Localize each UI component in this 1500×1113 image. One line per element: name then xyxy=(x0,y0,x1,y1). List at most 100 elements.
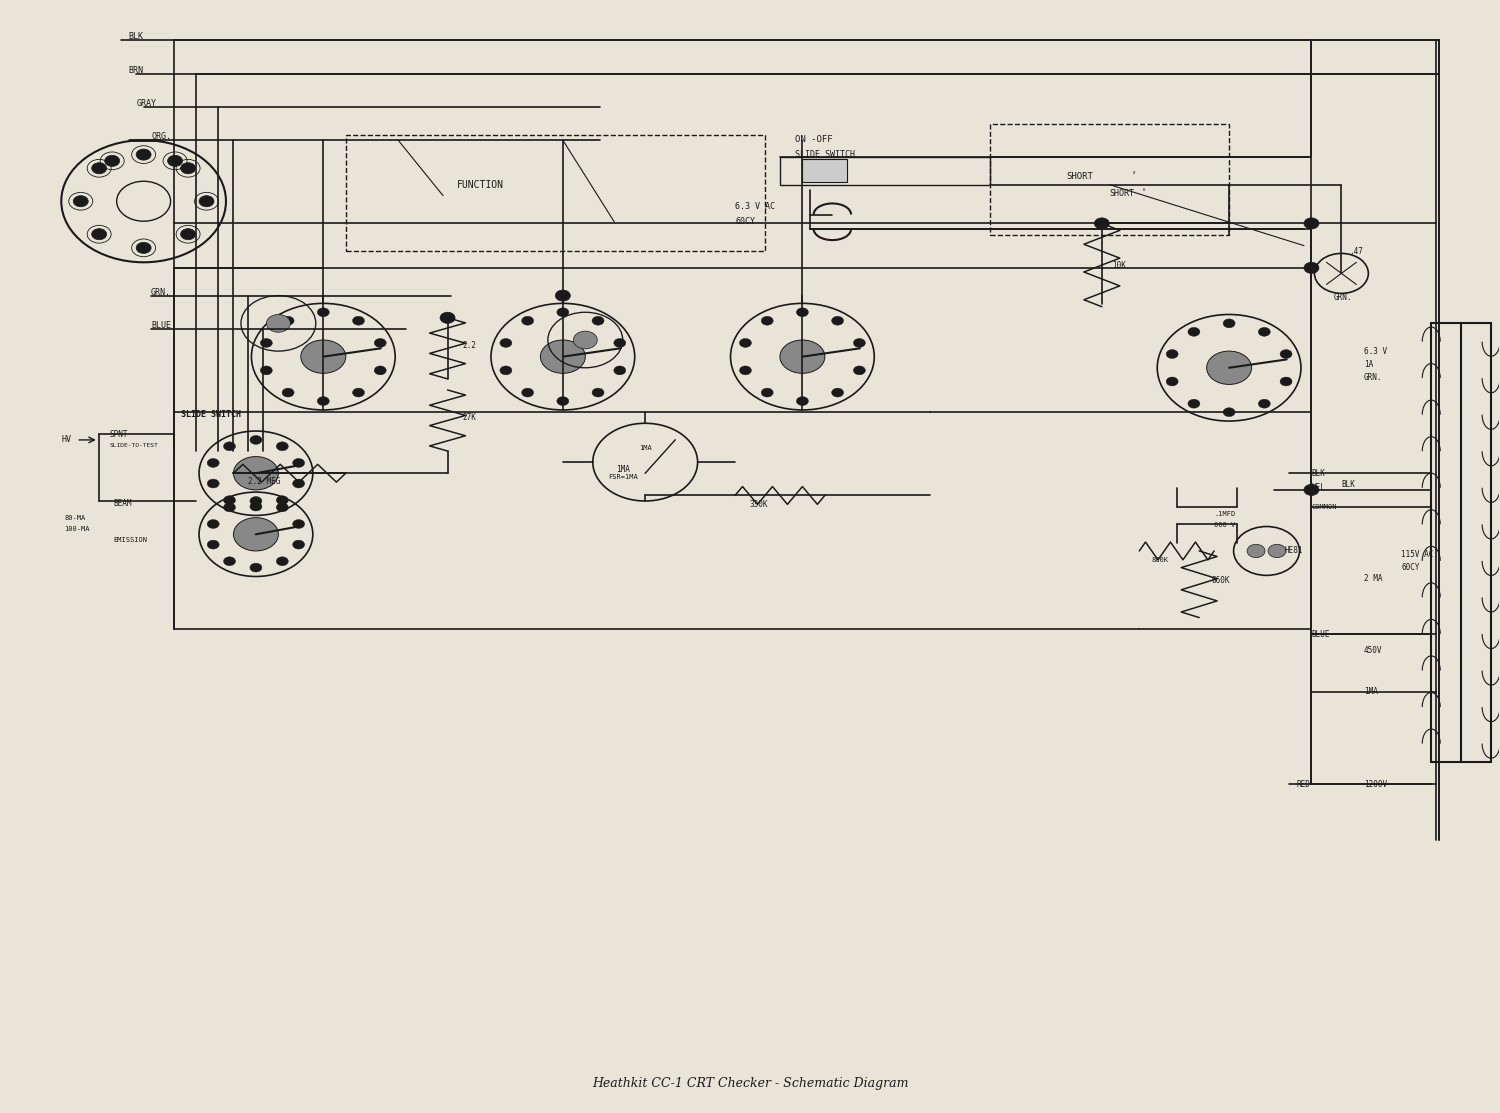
Circle shape xyxy=(614,366,626,375)
Text: 100-MA: 100-MA xyxy=(64,525,90,532)
Circle shape xyxy=(556,308,568,317)
Text: 2.2 MEG: 2.2 MEG xyxy=(249,476,280,485)
Circle shape xyxy=(1268,544,1286,558)
Text: 1A: 1A xyxy=(1364,359,1372,368)
Circle shape xyxy=(207,540,219,549)
Text: SHORT: SHORT xyxy=(1110,189,1134,198)
Text: SHORT: SHORT xyxy=(1066,173,1094,181)
Circle shape xyxy=(573,332,597,348)
Bar xyxy=(990,124,1228,235)
Circle shape xyxy=(375,366,386,375)
Text: 80-MA: 80-MA xyxy=(64,514,86,521)
Text: 6.3 V AC: 6.3 V AC xyxy=(735,203,776,211)
Circle shape xyxy=(276,556,288,565)
Text: BLUE: BLUE xyxy=(1311,630,1330,639)
Text: 60CY: 60CY xyxy=(735,217,754,226)
Circle shape xyxy=(831,388,843,397)
Circle shape xyxy=(261,366,273,375)
Text: .1MFD: .1MFD xyxy=(1214,511,1236,518)
Circle shape xyxy=(522,316,534,325)
Circle shape xyxy=(796,396,808,405)
Text: BLK: BLK xyxy=(1311,469,1326,477)
Circle shape xyxy=(105,156,120,167)
Circle shape xyxy=(224,556,236,565)
Circle shape xyxy=(234,456,279,490)
Circle shape xyxy=(1222,319,1234,328)
Circle shape xyxy=(440,313,454,324)
Text: 115V AC: 115V AC xyxy=(1401,550,1434,559)
Circle shape xyxy=(1222,407,1234,416)
Circle shape xyxy=(1280,349,1292,358)
Text: SLIDE SWITCH: SLIDE SWITCH xyxy=(795,150,855,159)
Circle shape xyxy=(180,228,195,239)
Text: GRN.: GRN. xyxy=(152,288,171,297)
Text: FUNCTION: FUNCTION xyxy=(458,179,504,189)
Text: YEL: YEL xyxy=(1311,483,1326,492)
Text: BLK: BLK xyxy=(129,32,144,41)
Circle shape xyxy=(224,495,236,504)
Text: COMMON: COMMON xyxy=(1311,503,1336,510)
Circle shape xyxy=(1304,218,1318,229)
Circle shape xyxy=(555,290,570,302)
Text: 330K: 330K xyxy=(750,500,768,509)
Circle shape xyxy=(136,243,152,254)
Text: ORG.: ORG. xyxy=(152,132,171,141)
Circle shape xyxy=(1304,484,1318,495)
Circle shape xyxy=(1280,377,1292,386)
Circle shape xyxy=(1258,400,1270,408)
Circle shape xyxy=(592,388,604,397)
Circle shape xyxy=(292,479,304,487)
Circle shape xyxy=(282,316,294,325)
Text: 450V: 450V xyxy=(1364,647,1383,656)
Circle shape xyxy=(796,308,808,317)
Text: BLUE: BLUE xyxy=(152,321,171,331)
Circle shape xyxy=(234,518,279,551)
Circle shape xyxy=(522,388,534,397)
Text: 2 MA: 2 MA xyxy=(1364,574,1383,583)
Text: Heathkit CC-1 CRT Checker - Schematic Diagram: Heathkit CC-1 CRT Checker - Schematic Di… xyxy=(591,1077,908,1091)
Circle shape xyxy=(1304,263,1318,274)
Text: SLIDE-TO-TEST: SLIDE-TO-TEST xyxy=(110,443,158,447)
Circle shape xyxy=(614,338,626,347)
Text: RED: RED xyxy=(1296,779,1311,789)
Circle shape xyxy=(740,338,752,347)
Text: 60CY: 60CY xyxy=(1401,563,1420,572)
Text: GRAY: GRAY xyxy=(136,99,156,108)
Circle shape xyxy=(92,228,106,239)
Text: 27K: 27K xyxy=(462,413,477,422)
Bar xyxy=(780,157,990,185)
Text: 1MA: 1MA xyxy=(639,445,651,451)
Text: HE81: HE81 xyxy=(1284,546,1304,555)
Circle shape xyxy=(831,316,843,325)
Circle shape xyxy=(282,388,294,397)
Text: BEAM: BEAM xyxy=(114,499,132,508)
Circle shape xyxy=(207,459,219,467)
Text: BRN: BRN xyxy=(129,66,144,75)
Circle shape xyxy=(261,338,273,347)
Circle shape xyxy=(1206,351,1251,384)
Circle shape xyxy=(136,149,152,160)
Circle shape xyxy=(267,315,291,333)
Text: 6.3 V: 6.3 V xyxy=(1364,346,1388,356)
Circle shape xyxy=(780,339,825,373)
Circle shape xyxy=(592,316,604,325)
Text: 1MA: 1MA xyxy=(616,465,630,474)
Circle shape xyxy=(200,196,214,207)
Text: 660K: 660K xyxy=(1210,577,1230,585)
Text: EMISSION: EMISSION xyxy=(114,536,147,543)
Circle shape xyxy=(853,366,865,375)
Circle shape xyxy=(318,308,330,317)
Circle shape xyxy=(853,338,865,347)
Circle shape xyxy=(292,540,304,549)
Circle shape xyxy=(168,156,183,167)
Circle shape xyxy=(318,396,330,405)
Circle shape xyxy=(92,162,106,174)
Text: 600 V: 600 V xyxy=(1214,522,1236,529)
Circle shape xyxy=(251,496,262,505)
Bar xyxy=(346,135,765,252)
Text: °: ° xyxy=(1132,173,1136,179)
Circle shape xyxy=(292,520,304,529)
Text: SLIDE SWITCH: SLIDE SWITCH xyxy=(182,410,242,418)
Circle shape xyxy=(1188,327,1200,336)
Text: °: ° xyxy=(1143,189,1146,196)
